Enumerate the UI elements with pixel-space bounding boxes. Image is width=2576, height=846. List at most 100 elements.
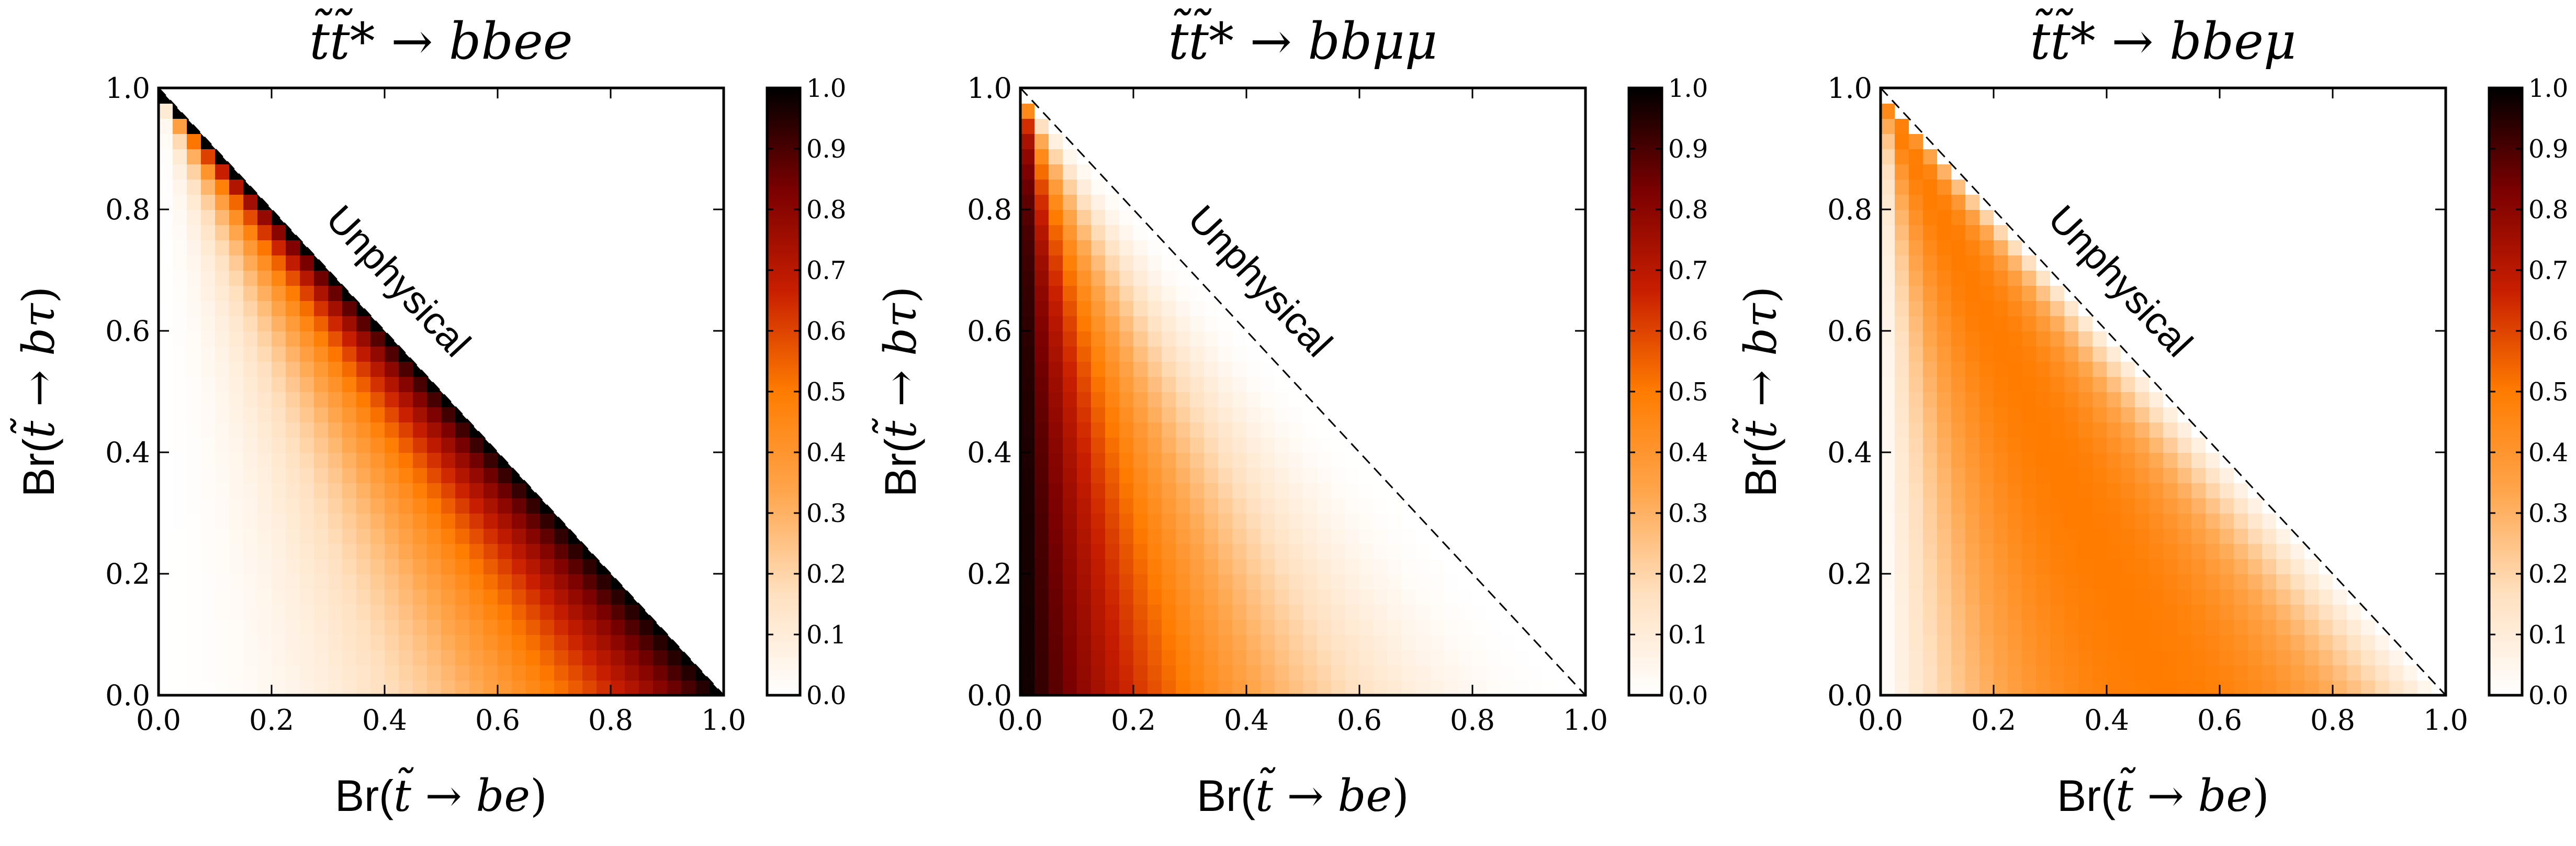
heatmap-cell [201,407,216,422]
heatmap-cell [1063,392,1077,407]
heatmap-cell [1246,543,1261,559]
heatmap-cell [159,513,173,529]
heatmap-cell [455,422,470,438]
heatmap-cell [1909,149,1923,164]
heatmap-cell [2078,498,2093,514]
heatmap-cell [1923,164,1938,180]
heatmap-cell [1204,437,1219,453]
heatmap-cell [328,604,343,620]
heatmap-cell [1402,559,1416,574]
heatmap-cell [2191,634,2206,650]
heatmap-cell [215,255,230,271]
heatmap-cell [2093,498,2107,514]
heatmap-cell [2234,665,2248,681]
heatmap-cell [2220,513,2234,529]
heatmap-cell [2206,589,2220,605]
heatmap-cell [1261,619,1275,635]
heatmap-cell [2078,467,2093,483]
heatmap-cell [314,680,329,696]
heatmap-cell [229,634,244,650]
heatmap-cell [215,559,230,574]
heatmap-cell [2008,316,2022,331]
heatmap-cell [399,392,413,407]
heatmap-cell [1374,665,1388,681]
heatmap-cell [243,376,258,392]
colorbar-tick-label: 0.2 [806,560,846,589]
heatmap-cell [1472,665,1487,681]
heatmap-cell [2036,589,2051,605]
heatmap-cell [215,467,230,483]
heatmap-cell [1049,300,1063,316]
heatmap-cell [1979,452,1994,468]
heatmap-cell [2347,619,2361,635]
heatmap-cell [1261,483,1275,498]
heatmap-cell [1374,619,1388,635]
heatmap-cell [1345,619,1360,635]
heatmap-cell [1133,270,1148,286]
heatmap-cell [1261,604,1275,620]
heatmap-cell [1091,240,1106,255]
heatmap-cell [1289,528,1303,544]
heatmap-cell [385,452,399,468]
heatmap-cell [272,300,286,316]
heatmap-cell [2107,437,2121,453]
heatmap-cell [314,452,329,468]
heatmap-cell [1063,483,1077,498]
heatmap-cell [2191,589,2206,605]
y-tick-label: 0.0 [967,679,1012,712]
y-tick-label: 0.4 [105,436,150,469]
heatmap-cell [2093,650,2107,665]
heatmap-cell [1020,346,1035,362]
heatmap-cell [187,467,201,483]
heatmap-cell [1020,179,1035,195]
heatmap-cell [526,680,541,696]
heatmap-cell [1176,392,1190,407]
heatmap-cell [653,680,668,696]
heatmap-cell [1994,680,2008,696]
heatmap-cell [1965,619,1980,635]
heatmap-cell [1937,361,1952,377]
heatmap-cell [173,194,187,210]
heatmap-cell [2248,589,2263,605]
heatmap-cell [1923,650,1938,665]
heatmap-cell [2093,376,2107,392]
heatmap-cell [1218,619,1233,635]
x-tick-label: 0.8 [588,704,633,737]
heatmap-cell [356,543,371,559]
heatmap-cell [1937,392,1952,407]
heatmap-cell [173,316,187,331]
heatmap-cell [1994,407,2008,422]
heatmap-cell [1148,255,1162,271]
heatmap-cell [1246,407,1261,422]
heatmap-cell [159,133,173,149]
heatmap-cell [159,300,173,316]
heatmap-cell [1303,543,1318,559]
colorbar-tick-label: 0.8 [806,195,846,225]
heatmap-cell [1091,483,1106,498]
heatmap-cell [1994,225,2008,240]
heatmap-cell [328,437,343,453]
heatmap-cell [243,452,258,468]
heatmap-cell [1430,574,1445,589]
heatmap-cell [1444,559,1459,574]
heatmap-cell [1204,407,1219,422]
heatmap-cell [215,300,230,316]
heatmap-cell [2135,452,2150,468]
heatmap-cell [1190,559,1205,574]
heatmap-cell [1895,149,1909,164]
heatmap-cell [1049,392,1063,407]
heatmap-cell [229,680,244,696]
heatmap-cell [1388,619,1402,635]
heatmap-cell [2276,650,2291,665]
heatmap-cell [1091,316,1106,331]
heatmap-cell [356,407,371,422]
heatmap-cell [1020,665,1035,681]
heatmap-cell [286,543,300,559]
heatmap-cell [1190,422,1205,438]
heatmap-cell [2078,528,2093,544]
heatmap-cell [187,240,201,255]
heatmap-cell [2248,634,2263,650]
heatmap-cell [1077,255,1092,271]
heatmap-cell [342,361,357,377]
heatmap-cell [2093,604,2107,620]
